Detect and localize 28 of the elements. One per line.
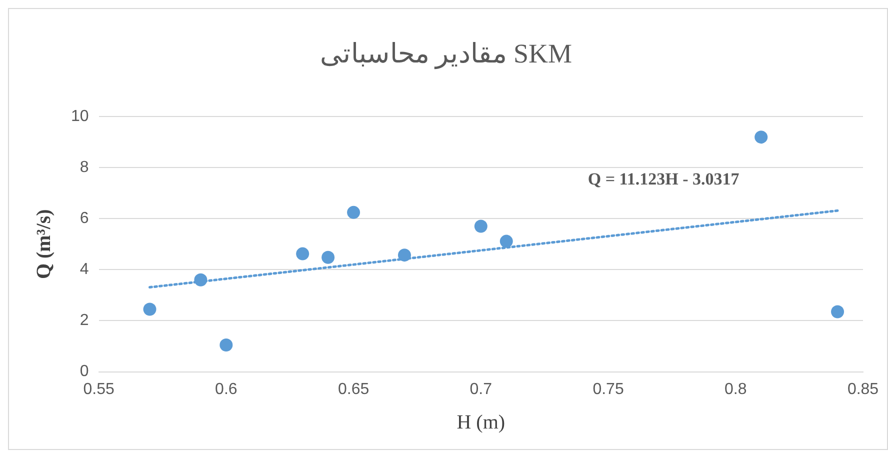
point <box>831 305 844 318</box>
y-tick-label: 8 <box>80 158 89 176</box>
x-tick-label: 0.7 <box>470 380 492 398</box>
point <box>398 248 411 262</box>
point <box>220 338 233 352</box>
y-tick-label: 0 <box>80 363 89 380</box>
x-tick-label: 0.8 <box>724 380 747 398</box>
y-tick-label: 2 <box>80 312 89 330</box>
point <box>474 220 488 233</box>
x-tick-label: 0.85 <box>847 380 879 398</box>
annotation: Q = 11.123H - 3.0317 <box>588 170 740 189</box>
point <box>500 234 513 248</box>
y-axis-title: Q (m³/s) <box>33 209 56 280</box>
y-tick-label: 10 <box>71 108 89 125</box>
point <box>143 302 156 316</box>
y-tick-label: 4 <box>80 261 89 278</box>
x-tick-label: 0.75 <box>592 380 624 398</box>
point <box>322 250 335 264</box>
x-tick-label: 0.65 <box>338 380 370 398</box>
x-axis-title: H (m) <box>456 411 506 434</box>
point <box>194 273 208 286</box>
point <box>754 130 768 144</box>
point <box>347 206 360 219</box>
x-tick-label: 0.55 <box>83 380 114 398</box>
point <box>296 247 310 260</box>
x-tick-label: 0.6 <box>215 380 238 398</box>
y-tick-label: 6 <box>80 210 89 227</box>
chart-title: مقادیر محاسباتی SKM <box>320 38 572 70</box>
